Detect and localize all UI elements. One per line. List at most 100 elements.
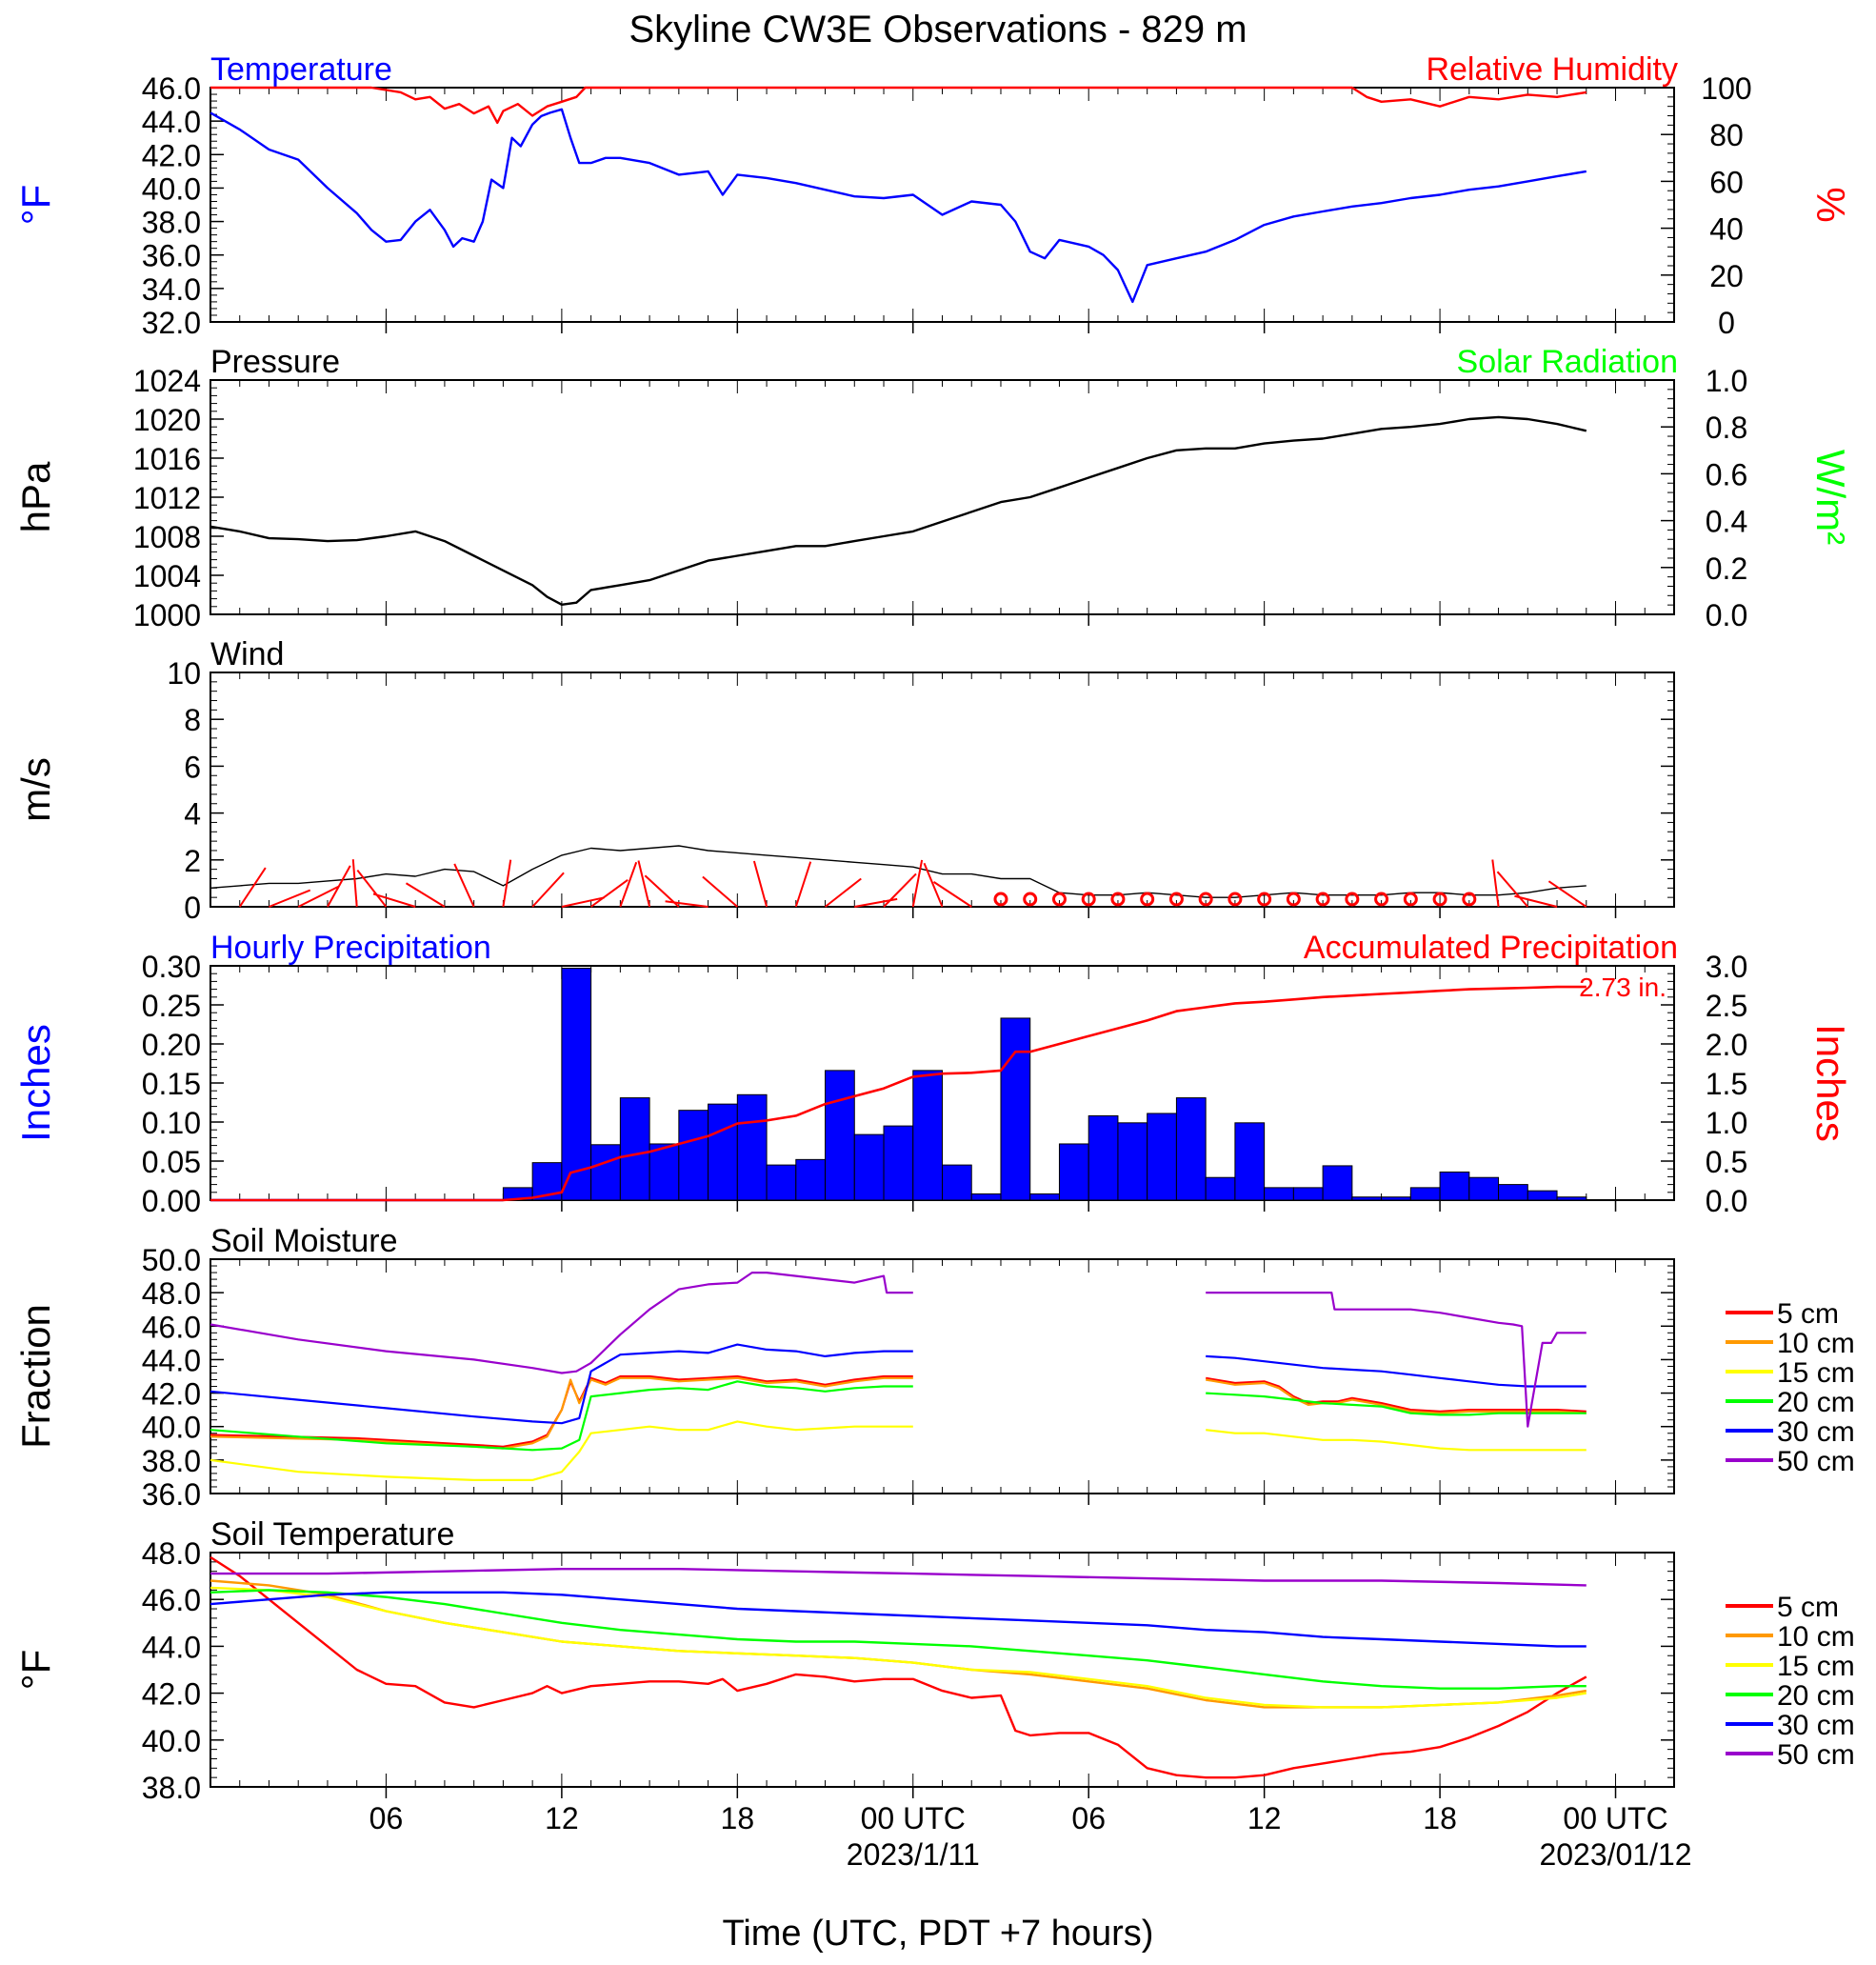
precip-bar xyxy=(795,1158,827,1201)
y2-axis-tick-label: 0.6 xyxy=(1706,457,1747,491)
legend-label: 20 cm xyxy=(1777,1387,1855,1418)
y2-axis-tick-label: 1.5 xyxy=(1706,1067,1747,1101)
30-cm-line xyxy=(210,1343,913,1425)
precip-bar xyxy=(619,1097,650,1201)
panel-soil_moisture: Soil Moisture Fraction 50.048.046.044.042.… xyxy=(13,1223,1855,1512)
legend-label: 30 cm xyxy=(1777,1416,1855,1448)
y2-axis-label: W/m² xyxy=(1808,450,1853,545)
x-tick-label: 06 xyxy=(369,1801,404,1835)
panel-frame xyxy=(210,87,1675,323)
wind-barb xyxy=(637,860,651,908)
precip-bar xyxy=(1439,1171,1470,1201)
y-axis-tick-label: 0.30 xyxy=(142,950,201,984)
panel-left-title: Soil Temperature xyxy=(210,1516,454,1553)
x-tick-label: 18 xyxy=(721,1801,755,1835)
calm-wind-marker xyxy=(1110,892,1126,907)
wind-barb xyxy=(590,879,629,908)
panel-right-title: Relative Humidity xyxy=(1426,51,1678,88)
precip-bar xyxy=(1088,1114,1119,1201)
y2-axis-label: Inches xyxy=(1808,1024,1853,1142)
calm-wind-marker xyxy=(1374,892,1389,907)
panel-frame xyxy=(210,379,1675,615)
y-axis-tick-label: 0.20 xyxy=(142,1028,201,1062)
precip-bar xyxy=(1468,1176,1500,1201)
legend-label: 15 cm xyxy=(1777,1357,1855,1389)
panel-soil_temperature: Soil Temperature °F 48.0 46.0 44.0 42.0 40.0 38… xyxy=(13,1516,1855,1872)
y2-axis-tick-label: 100 xyxy=(1701,71,1751,106)
y-axis-tick-label: 46.0 xyxy=(142,1583,201,1617)
5-cm-line xyxy=(210,1555,1587,1779)
y-axis-tick-label: 0.05 xyxy=(142,1145,201,1179)
precip-bar xyxy=(1381,1196,1411,1201)
wind-barb xyxy=(372,892,416,908)
15-cm-line xyxy=(1206,1429,1587,1452)
accumulated-precip-line xyxy=(210,985,1587,1202)
precip-bar xyxy=(766,1164,797,1201)
y-axis-tick-label: 0.10 xyxy=(142,1106,201,1140)
precip-bar xyxy=(912,1070,944,1201)
y-axis-tick-label: 1004 xyxy=(133,559,201,593)
calm-wind-marker xyxy=(1227,892,1243,907)
calm-wind-marker xyxy=(1315,892,1330,907)
temperature-1-line xyxy=(210,86,1587,125)
y2-axis-tick-label: 0.5 xyxy=(1706,1145,1747,1179)
panel-left-title: Soil Moisture xyxy=(210,1223,398,1259)
precip-bar xyxy=(1498,1184,1528,1201)
wind-barb xyxy=(351,859,358,908)
y-axis-tick-label: 0.00 xyxy=(142,1184,201,1218)
precip-bar xyxy=(853,1133,885,1201)
precip-bar xyxy=(1264,1187,1294,1201)
wind-barb xyxy=(453,863,475,908)
precip-bar xyxy=(1000,1017,1031,1201)
y-axis-tick-label: 44.0 xyxy=(142,105,201,139)
legend-label: 10 cm xyxy=(1777,1621,1855,1653)
y2-axis-tick-label: 20 xyxy=(1709,259,1744,293)
wind-barb xyxy=(1514,894,1558,908)
precip-bar xyxy=(1175,1097,1207,1201)
y2-axis-tick-label: 0.8 xyxy=(1706,411,1747,445)
y-axis-tick-label: 38.0 xyxy=(142,1444,201,1478)
calm-wind-marker xyxy=(1286,892,1301,907)
y-axis-label: Fraction xyxy=(13,1304,58,1449)
panel-precipitation: Hourly Precipitation Accumulated Precipit… xyxy=(13,930,1853,1218)
y-axis-label: °F xyxy=(13,185,58,225)
panel-left-title: Wind xyxy=(210,636,284,672)
calm-wind-marker xyxy=(1345,892,1360,907)
y2-axis-tick-label: 60 xyxy=(1709,165,1744,199)
15-cm-line xyxy=(210,1420,913,1481)
precip-bar xyxy=(1527,1190,1558,1201)
50-cm-line xyxy=(210,1568,1587,1587)
y-axis-tick-label: 40.0 xyxy=(142,171,201,206)
wind-barb xyxy=(405,882,446,908)
precip-bar xyxy=(708,1103,738,1201)
calm-wind-marker xyxy=(1462,892,1477,907)
precip-bar xyxy=(1556,1196,1587,1201)
5-cm-line xyxy=(1206,1376,1587,1413)
y-axis-tick-label: 44.0 xyxy=(142,1343,201,1377)
calm-wind-marker xyxy=(1198,892,1213,907)
precip-bar xyxy=(678,1110,709,1201)
x-date-label: 2023/1/11 xyxy=(847,1837,980,1872)
10-cm-line xyxy=(210,1376,913,1450)
y-axis-label: °F xyxy=(13,1650,58,1690)
wind-barb xyxy=(932,881,972,908)
x-tick-label: 06 xyxy=(1071,1801,1106,1835)
y2-axis-tick-label: 2.5 xyxy=(1706,989,1747,1023)
15-cm-line xyxy=(210,1586,1587,1709)
wind-barb xyxy=(356,869,388,908)
wind-barb xyxy=(794,861,812,908)
y2-axis-tick-label: 0 xyxy=(1718,306,1735,340)
precip-bar xyxy=(1117,1122,1148,1201)
pressure-0-line xyxy=(210,415,1587,606)
y-axis-tick-label: 1000 xyxy=(133,598,201,632)
legend-label: 15 cm xyxy=(1777,1651,1855,1682)
panels: Temperature Relative Humidity°F %46.044.04… xyxy=(13,51,1855,1872)
calm-wind-marker xyxy=(1081,892,1096,907)
y2-axis-tick-label: 1.0 xyxy=(1706,1106,1747,1140)
y-axis-label: hPa xyxy=(13,461,58,532)
y-axis-tick-label: 0.25 xyxy=(142,989,201,1023)
wind-barb xyxy=(911,859,924,908)
wind-barb xyxy=(238,867,267,908)
wind-barb xyxy=(561,896,605,908)
